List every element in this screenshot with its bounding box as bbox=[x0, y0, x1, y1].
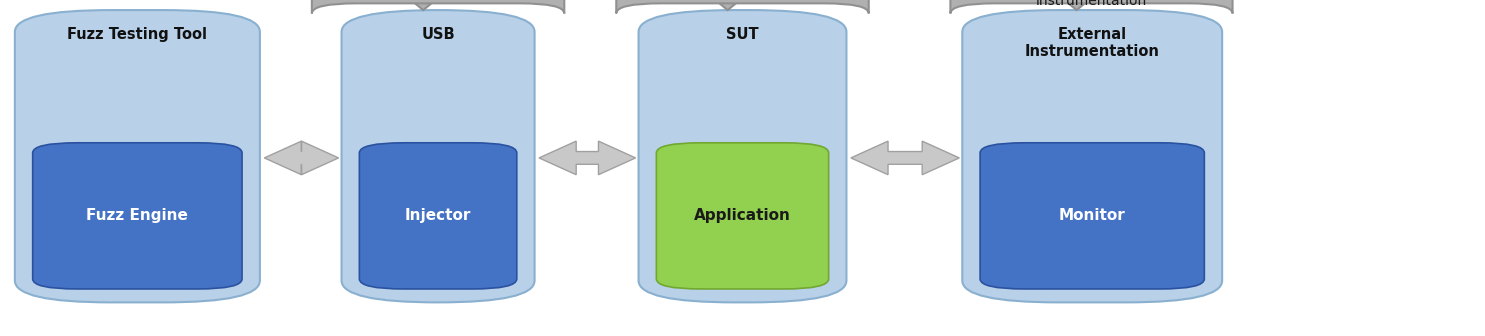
FancyBboxPatch shape bbox=[359, 143, 517, 289]
Text: External
Instrumentation: External Instrumentation bbox=[1025, 27, 1160, 59]
Text: Application: Application bbox=[693, 208, 792, 223]
FancyBboxPatch shape bbox=[980, 143, 1204, 289]
FancyBboxPatch shape bbox=[15, 10, 260, 302]
Text: Injector: Injector bbox=[405, 208, 471, 223]
Polygon shape bbox=[851, 141, 959, 175]
Polygon shape bbox=[695, 0, 760, 10]
Text: USB: USB bbox=[422, 27, 454, 42]
Polygon shape bbox=[264, 141, 339, 175]
Text: External
instrumentation: External instrumentation bbox=[1037, 0, 1146, 8]
FancyBboxPatch shape bbox=[616, 0, 869, 13]
FancyBboxPatch shape bbox=[312, 0, 564, 13]
Text: Fuzz Engine: Fuzz Engine bbox=[86, 208, 189, 223]
FancyBboxPatch shape bbox=[639, 10, 846, 302]
Polygon shape bbox=[539, 141, 636, 175]
Text: Fuzz Testing Tool: Fuzz Testing Tool bbox=[67, 27, 208, 42]
FancyBboxPatch shape bbox=[656, 143, 829, 289]
Text: SUT: SUT bbox=[726, 27, 759, 42]
Polygon shape bbox=[1044, 0, 1109, 10]
FancyBboxPatch shape bbox=[962, 10, 1222, 302]
Text: Monitor: Monitor bbox=[1059, 208, 1126, 223]
FancyBboxPatch shape bbox=[342, 10, 535, 302]
FancyBboxPatch shape bbox=[950, 0, 1233, 13]
FancyBboxPatch shape bbox=[33, 143, 242, 289]
Polygon shape bbox=[391, 0, 456, 10]
